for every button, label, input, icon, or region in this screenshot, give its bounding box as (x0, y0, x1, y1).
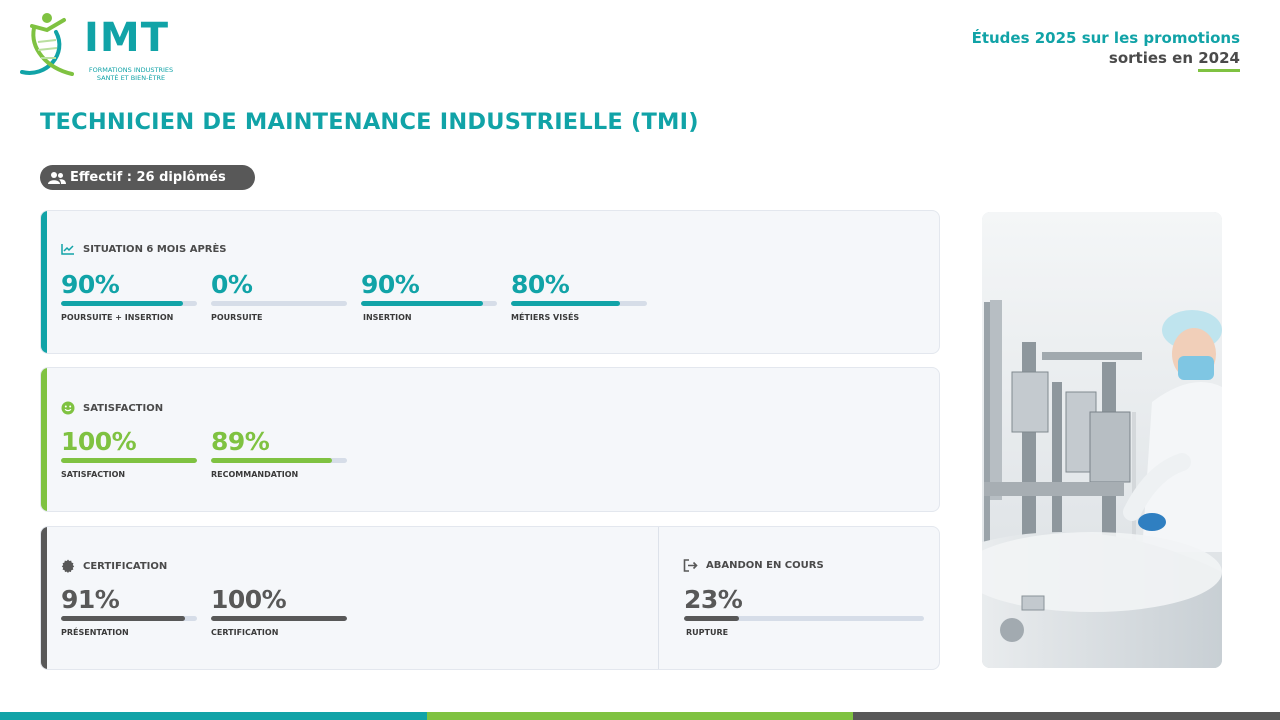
certification-card: CERTIFICATION 91% PRÉSENTATION 100% CERT… (40, 526, 940, 670)
metric-poursuite: 0% POURSUITE (211, 271, 347, 322)
situation-title: SITUATION 6 MOIS APRÈS (61, 243, 227, 255)
metric-value: 90% (61, 270, 120, 299)
metric-rupture: 23% RUPTURE (684, 586, 924, 637)
metric-label: CERTIFICATION (211, 628, 279, 637)
footer-segment-grey (853, 712, 1280, 720)
metric-label: MÉTIERS VISÉS (511, 313, 580, 322)
progress-fill (61, 458, 197, 463)
card-divider (658, 527, 659, 669)
progress-bar (211, 458, 347, 463)
progress-bar (211, 616, 347, 621)
metric-value: 100% (61, 427, 137, 456)
lab-scene-illustration (982, 212, 1222, 668)
metric-label: POURSUITE + INSERTION (61, 313, 174, 322)
progress-bar (361, 301, 497, 306)
metric-label: POURSUITE (211, 313, 263, 322)
effectif-badge: Effectif : 26 diplômés (40, 165, 255, 190)
metric-certification: 100% CERTIFICATION (211, 586, 347, 637)
metric-poursuite-insertion: 90% POURSUITE + INSERTION (61, 271, 197, 322)
metric-label: RECOMMANDATION (211, 470, 299, 479)
line-chart-icon (61, 244, 74, 255)
satisfaction-card: SATISFACTION 100% SATISFACTION 89% RECOM… (40, 367, 940, 512)
metric-metiers-vises: 80% MÉTIERS VISÉS (511, 271, 647, 322)
metric-label: PRÉSENTATION (61, 628, 129, 637)
progress-fill (361, 301, 484, 306)
progress-fill (211, 458, 333, 463)
effectif-label: Effectif : 26 diplômés (70, 170, 226, 185)
metric-value: 100% (211, 585, 287, 614)
metric-satisfaction: 100% SATISFACTION (61, 428, 197, 479)
progress-bar (61, 301, 197, 306)
study-heading-line1: Études 2025 sur les promotions (971, 29, 1240, 47)
progress-fill (511, 301, 620, 306)
metric-label: INSERTION (363, 313, 412, 322)
metric-insertion: 90% INSERTION (361, 271, 497, 322)
metric-value: 91% (61, 585, 120, 614)
imt-logo: IMT FORMATIONS INDUSTRIES SANTÉ ET BIEN-… (16, 8, 176, 84)
progress-fill (61, 301, 184, 306)
technician-photo (982, 212, 1222, 668)
study-heading: Études 2025 sur les promotions sorties e… (971, 28, 1240, 72)
metric-label: SATISFACTION (61, 470, 126, 479)
footer-segment-teal (0, 712, 427, 720)
smile-icon (61, 401, 75, 415)
metric-value: 80% (511, 270, 570, 299)
progress-bar (61, 616, 197, 621)
metric-recommandation: 89% RECOMMANDATION (211, 428, 347, 479)
progress-fill (684, 616, 740, 621)
metric-presentation: 91% PRÉSENTATION (61, 586, 197, 637)
metric-value: 0% (211, 270, 253, 299)
satisfaction-title: SATISFACTION (61, 401, 163, 415)
metric-value: 89% (211, 427, 270, 456)
users-icon (48, 171, 66, 184)
progress-bar (684, 616, 924, 621)
progress-bar (511, 301, 647, 306)
study-heading-line2: sorties en 2024 (1108, 49, 1240, 72)
brand-tagline: FORMATIONS INDUSTRIES SANTÉ ET BIEN-ÊTRE (88, 66, 174, 82)
metric-label: RUPTURE (686, 628, 729, 637)
footer-segment-green (426, 712, 854, 720)
progress-bar (61, 458, 197, 463)
study-year: 2024 (1198, 49, 1240, 72)
metric-value: 23% (684, 585, 743, 614)
exit-icon (683, 559, 698, 572)
footer-color-bar (0, 712, 1280, 720)
situation-card: SITUATION 6 MOIS APRÈS 90% POURSUITE + I… (40, 210, 940, 354)
abandon-title: ABANDON EN COURS (683, 559, 824, 572)
certification-title: CERTIFICATION (61, 559, 167, 573)
progress-bar (211, 301, 347, 306)
progress-fill (211, 616, 347, 621)
brand-name: IMT (84, 15, 169, 61)
page-title: TECHNICIEN DE MAINTENANCE INDUSTRIELLE (… (40, 109, 699, 135)
dna-figure-icon (20, 13, 74, 76)
certificate-badge-icon (61, 559, 75, 573)
progress-fill (61, 616, 185, 621)
metric-value: 90% (361, 270, 420, 299)
